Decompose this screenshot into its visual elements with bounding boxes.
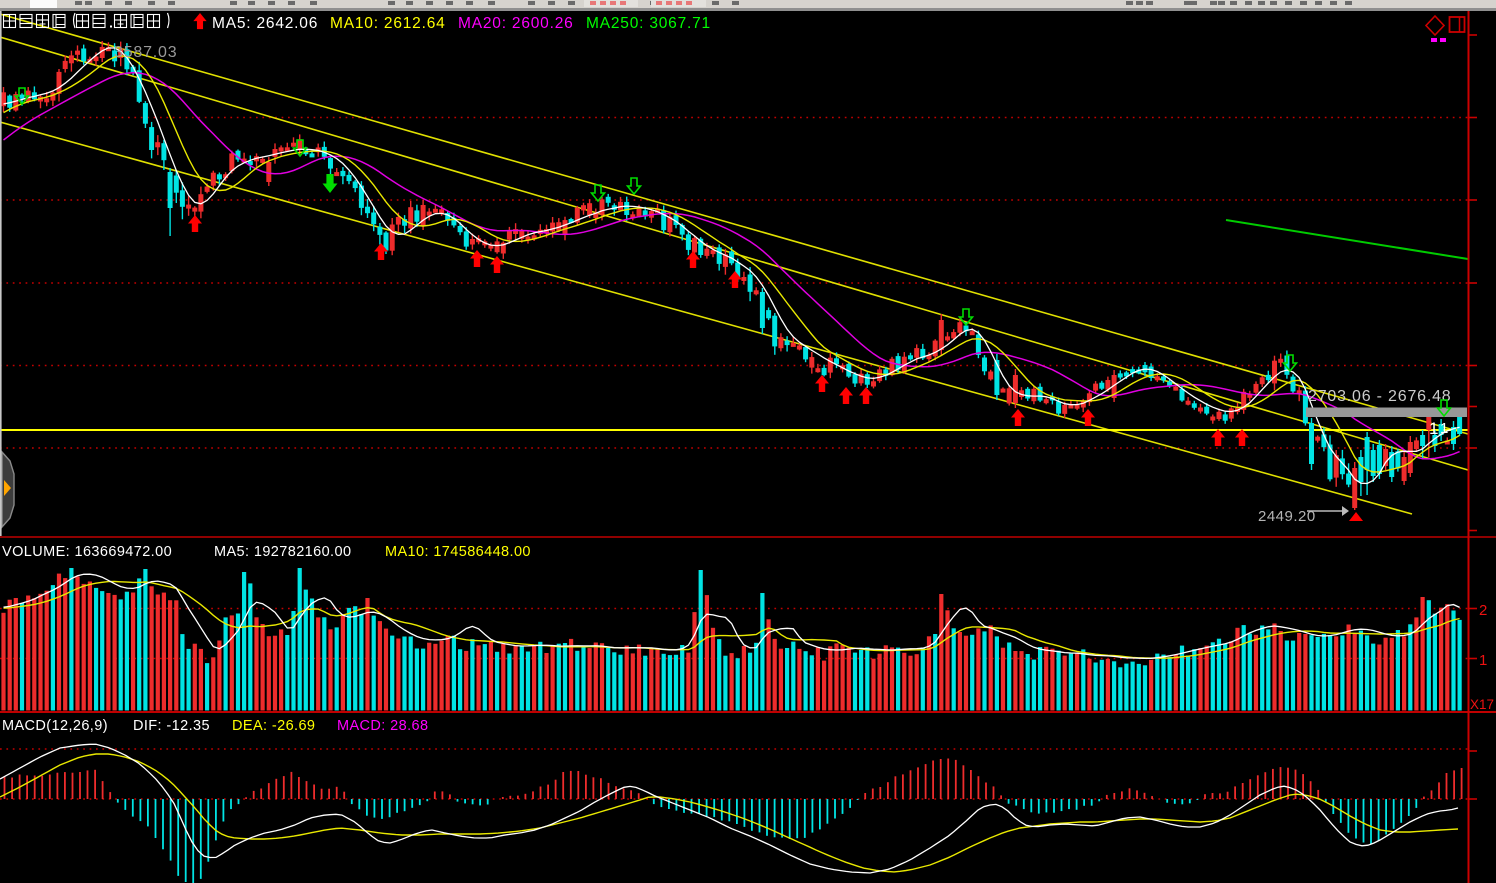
svg-text:MA10: 174586448.00: MA10: 174586448.00	[385, 544, 531, 560]
svg-text:2703.06 - 2676.48: 2703.06 - 2676.48	[1308, 388, 1452, 405]
svg-text:MA20: 2600.26: MA20: 2600.26	[458, 15, 574, 32]
svg-text:DEA: -26.69: DEA: -26.69	[232, 718, 315, 734]
svg-text:1: 1	[1479, 652, 1487, 669]
svg-text:MACD: 28.68: MACD: 28.68	[337, 718, 428, 734]
svg-text:VOLUME: 163669472.00: VOLUME: 163669472.00	[2, 544, 172, 560]
svg-text:DIF: -12.35: DIF: -12.35	[133, 718, 210, 734]
svg-text:X17: X17	[1470, 697, 1494, 712]
svg-text:3587.03: 3587.03	[114, 44, 177, 61]
svg-text:2: 2	[1479, 602, 1487, 619]
svg-text:MA5: 2642.06: MA5: 2642.06	[212, 15, 318, 32]
svg-text:1: 1	[1440, 420, 1448, 437]
svg-text:2449.20: 2449.20	[1258, 508, 1316, 525]
svg-text:MACD(12,26,9): MACD(12,26,9)	[2, 718, 108, 734]
svg-text:1: 1	[1429, 419, 1438, 438]
svg-text:MA10: 2612.64: MA10: 2612.64	[330, 15, 446, 32]
svg-text:MA5: 192782160.00: MA5: 192782160.00	[214, 544, 351, 560]
svg-text:MA250: 3067.71: MA250: 3067.71	[586, 15, 711, 32]
